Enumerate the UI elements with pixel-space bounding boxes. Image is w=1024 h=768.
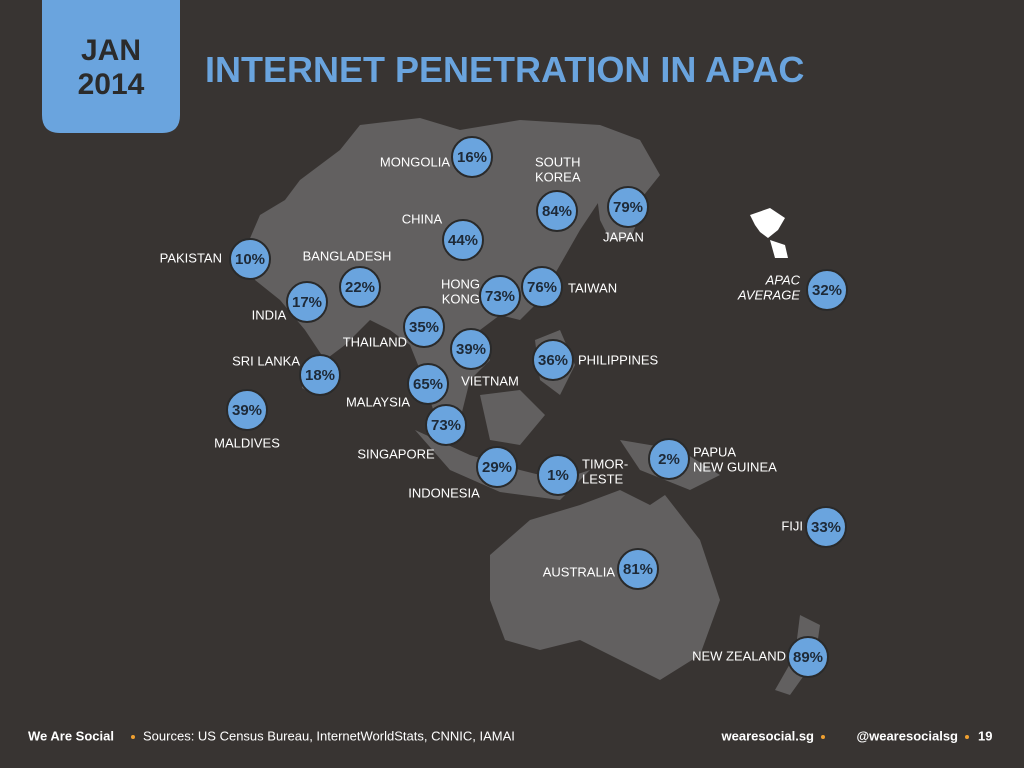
value-bubble [286, 281, 328, 323]
value-label: 17% [292, 294, 322, 311]
value-bubble [787, 636, 829, 678]
value-label: 39% [456, 341, 486, 358]
value-label: 76% [527, 279, 557, 296]
value-bubble [425, 404, 467, 446]
value-label: 44% [448, 232, 478, 249]
title: INTERNET PENETRATION IN APAC [205, 49, 804, 90]
value-label: 16% [457, 149, 487, 166]
value-bubble [479, 275, 521, 317]
country-label: BANGLADESH [303, 248, 392, 263]
country-label: SOUTH [535, 154, 581, 169]
country-label: HONG [441, 276, 480, 291]
country-label: INDIA [252, 307, 287, 322]
date-year: 2014 [78, 68, 145, 101]
value-bubble [805, 506, 847, 548]
country-label: APAC [765, 272, 801, 287]
footer-dot [821, 735, 825, 739]
country-label: MALAYSIA [346, 394, 410, 409]
value-label: 33% [811, 519, 841, 536]
value-bubble [229, 238, 271, 280]
footer-handle: @wearesocialsg [856, 728, 958, 743]
country-label: SINGAPORE [357, 446, 435, 461]
date-tab [42, 0, 180, 133]
value-label: 89% [793, 649, 823, 666]
apac-icon [750, 208, 788, 258]
footer-brand: We Are Social [28, 728, 114, 743]
value-bubble [451, 136, 493, 178]
value-label: 32% [812, 282, 842, 299]
value-label: 73% [485, 288, 515, 305]
country-label: MONGOLIA [380, 154, 450, 169]
country-label: PAKISTAN [160, 250, 222, 265]
footer-dot [131, 735, 135, 739]
value-bubble [648, 438, 690, 480]
value-bubble [299, 354, 341, 396]
country-label: CHINA [402, 211, 443, 226]
value-bubble [537, 454, 579, 496]
date-month: JAN [81, 34, 141, 67]
value-bubble [450, 328, 492, 370]
value-bubble [532, 339, 574, 381]
footer-page: 19 [978, 728, 992, 743]
country-label: THAILAND [343, 334, 407, 349]
value-label: 36% [538, 352, 568, 369]
value-bubble [442, 219, 484, 261]
value-bubble [617, 548, 659, 590]
value-label: 84% [542, 203, 572, 220]
value-label: 39% [232, 402, 262, 419]
value-label: 10% [235, 251, 265, 268]
value-label: 73% [431, 417, 461, 434]
value-label: 29% [482, 459, 512, 476]
country-label: LESTE [582, 471, 624, 486]
country-label: PHILIPPINES [578, 352, 659, 367]
country-label: KONG [442, 291, 480, 306]
value-bubble [806, 269, 848, 311]
value-bubble [339, 266, 381, 308]
value-bubble [607, 186, 649, 228]
country-label: AUSTRALIA [543, 564, 616, 579]
country-label: KOREA [535, 169, 581, 184]
footer-dot [965, 735, 969, 739]
country-label: TAIWAN [568, 280, 617, 295]
value-bubble [476, 446, 518, 488]
country-label: JAPAN [603, 229, 644, 244]
value-label: 22% [345, 279, 375, 296]
value-label: 2% [658, 451, 680, 468]
value-label: 35% [409, 319, 439, 336]
value-bubble [536, 190, 578, 232]
value-label: 1% [547, 467, 569, 484]
value-label: 81% [623, 561, 653, 578]
footer-website: wearesocial.sg [721, 728, 815, 743]
value-bubble [521, 266, 563, 308]
country-label: VIETNAM [461, 373, 519, 388]
value-bubble [403, 306, 445, 348]
country-label: MALDIVES [214, 435, 280, 450]
value-label: 18% [305, 367, 335, 384]
country-label: TIMOR- [582, 456, 628, 471]
footer-sources: Sources: US Census Bureau, InternetWorld… [143, 728, 515, 743]
country-label: NEW GUINEA [693, 459, 777, 474]
country-label: NEW ZEALAND [692, 648, 786, 663]
value-label: 79% [613, 199, 643, 216]
country-label: SRI LANKA [232, 353, 300, 368]
country-label: AVERAGE [737, 287, 800, 302]
country-label: INDONESIA [408, 485, 480, 500]
country-label: FIJI [781, 518, 803, 533]
country-label: PAPUA [693, 444, 736, 459]
value-bubble [226, 389, 268, 431]
value-bubble [407, 363, 449, 405]
value-label: 65% [413, 376, 443, 393]
